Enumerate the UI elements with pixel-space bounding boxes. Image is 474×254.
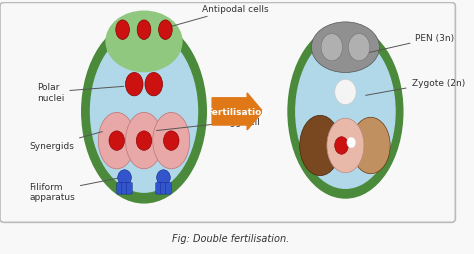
Ellipse shape <box>347 138 356 148</box>
Ellipse shape <box>300 116 340 176</box>
Ellipse shape <box>116 21 129 40</box>
Ellipse shape <box>109 131 125 151</box>
FancyBboxPatch shape <box>161 183 166 194</box>
FancyBboxPatch shape <box>165 183 171 194</box>
Ellipse shape <box>153 113 190 169</box>
Text: Fertilisation: Fertilisation <box>207 107 268 117</box>
Text: Synergids: Synergids <box>29 132 102 150</box>
Ellipse shape <box>98 113 135 169</box>
Ellipse shape <box>145 73 163 97</box>
Ellipse shape <box>321 35 343 61</box>
Ellipse shape <box>288 26 403 198</box>
Text: Fig: Double fertilisation.: Fig: Double fertilisation. <box>172 233 289 243</box>
Ellipse shape <box>335 80 356 105</box>
Text: Polar
nuclei: Polar nuclei <box>37 83 124 102</box>
Text: PEN (3n): PEN (3n) <box>370 34 455 53</box>
Ellipse shape <box>156 170 170 186</box>
Ellipse shape <box>327 119 364 173</box>
Ellipse shape <box>335 137 348 155</box>
Ellipse shape <box>136 131 152 151</box>
FancyBboxPatch shape <box>117 183 123 194</box>
Ellipse shape <box>137 21 151 40</box>
Ellipse shape <box>351 118 390 174</box>
Ellipse shape <box>82 21 206 203</box>
Text: Egg cell: Egg cell <box>156 117 260 131</box>
Ellipse shape <box>164 131 179 151</box>
Text: Zygote (2n): Zygote (2n) <box>365 78 465 96</box>
Text: Antipodal cells: Antipodal cells <box>162 5 269 30</box>
Ellipse shape <box>348 35 370 61</box>
FancyArrow shape <box>212 93 263 130</box>
FancyBboxPatch shape <box>0 3 456 223</box>
Ellipse shape <box>126 73 143 97</box>
Ellipse shape <box>126 113 163 169</box>
Ellipse shape <box>311 23 380 73</box>
FancyBboxPatch shape <box>155 183 162 194</box>
Text: Filiform
apparatus: Filiform apparatus <box>29 178 118 201</box>
Ellipse shape <box>91 31 198 193</box>
FancyBboxPatch shape <box>122 183 128 194</box>
Ellipse shape <box>159 21 172 40</box>
Ellipse shape <box>106 12 182 72</box>
FancyBboxPatch shape <box>127 183 132 194</box>
Ellipse shape <box>296 35 395 188</box>
Ellipse shape <box>118 170 131 186</box>
